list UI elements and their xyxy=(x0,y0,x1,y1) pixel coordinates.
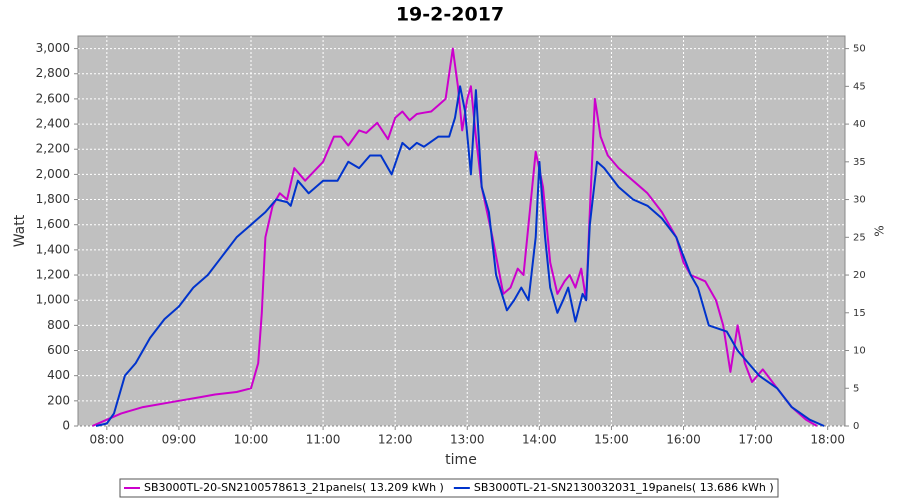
y-tick-label: 1,800 xyxy=(36,192,70,206)
y-tick-label: 200 xyxy=(47,393,70,407)
y2-tick-label: 20 xyxy=(853,270,866,281)
y-tick-label: 2,200 xyxy=(36,142,70,156)
x-tick-label: 16:00 xyxy=(666,433,701,447)
y2-tick-label: 5 xyxy=(853,383,859,394)
x-tick-label: 13:00 xyxy=(450,433,485,447)
x-tick-label: 11:00 xyxy=(306,433,341,447)
y-tick-label: 1,600 xyxy=(36,217,70,231)
y-tick-label: 600 xyxy=(47,343,70,357)
y-tick-label: 800 xyxy=(47,318,70,332)
y-tick-label: 3,000 xyxy=(36,41,70,55)
y-tick-label: 2,400 xyxy=(36,117,70,131)
y2-tick-label: 40 xyxy=(853,119,866,130)
y-tick-label: 1,400 xyxy=(36,242,70,256)
x-tick-label: 08:00 xyxy=(90,433,125,447)
series-line xyxy=(91,47,818,427)
y2-axis-label: % xyxy=(873,225,887,236)
y2-tick-label: 50 xyxy=(853,44,866,55)
x-tick-label: 14:00 xyxy=(522,433,557,447)
x-tick-label: 18:00 xyxy=(810,433,845,447)
y2-tick-label: 10 xyxy=(853,346,866,357)
legend-label: SB3000TL-21-SN2130032031_19panels( 13.68… xyxy=(474,481,774,494)
y-tick-label: 2,000 xyxy=(36,167,70,181)
y2-tick-label: 35 xyxy=(853,157,866,168)
x-axis-label: time xyxy=(445,452,477,468)
x-tick-label: 09:00 xyxy=(162,433,197,447)
x-tick-label: 12:00 xyxy=(378,433,413,447)
y2-tick-label: 25 xyxy=(853,232,866,243)
plot-area xyxy=(77,35,846,427)
y2-tick-label: 0 xyxy=(853,421,859,432)
y-tick-label: 1,200 xyxy=(36,268,70,282)
legend xyxy=(119,478,779,498)
y-tick-label: 2,600 xyxy=(36,91,70,105)
y-tick-label: 0 xyxy=(62,419,70,433)
y2-tick-label: 15 xyxy=(853,308,866,319)
y-tick-label: 1,000 xyxy=(36,293,70,307)
series-line xyxy=(95,85,825,427)
y-axis-label: Watt xyxy=(12,214,28,247)
x-tick-label: 15:00 xyxy=(594,433,629,447)
y-tick-label: 2,800 xyxy=(36,66,70,80)
chart-title: 19-2-2017 xyxy=(396,4,504,26)
legend-label: SB3000TL-20-SN2100578613_21panels( 13.20… xyxy=(144,481,444,494)
x-tick-label: 10:00 xyxy=(234,433,269,447)
x-tick-label: 17:00 xyxy=(738,433,773,447)
y-tick-label: 400 xyxy=(47,368,70,382)
y2-tick-label: 45 xyxy=(853,81,866,92)
y2-tick-label: 30 xyxy=(853,195,866,206)
